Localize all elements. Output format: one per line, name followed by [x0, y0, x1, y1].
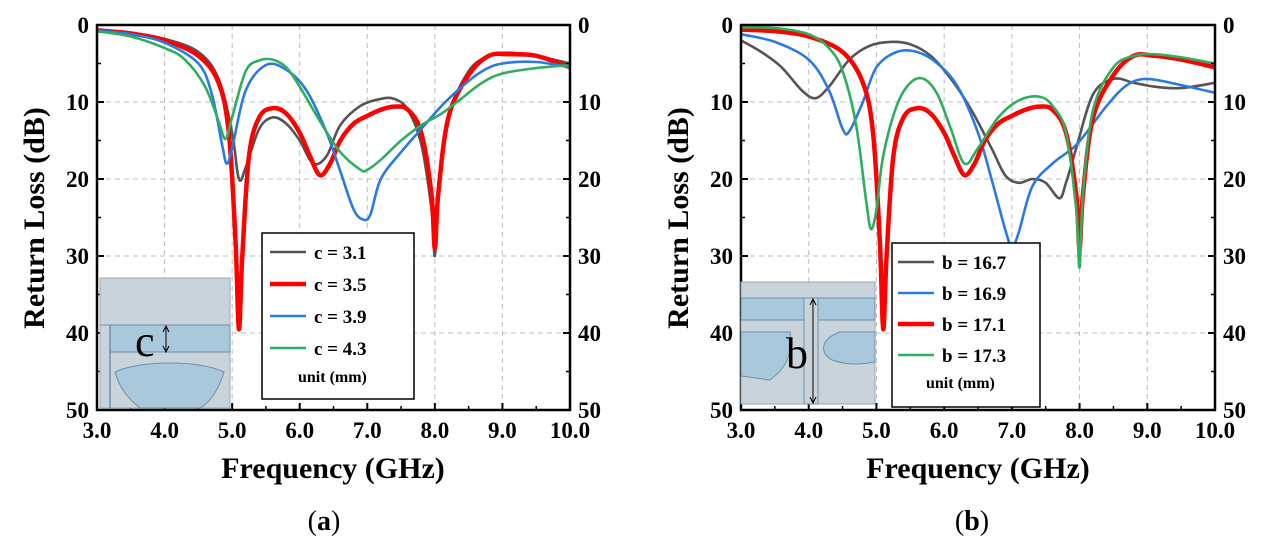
x-tick-label: 3.0	[727, 418, 756, 443]
y-tick-label-right: 10	[1223, 90, 1246, 115]
y-tick-label-right: 50	[1223, 398, 1246, 423]
y-tick-label-left: 30	[710, 244, 733, 269]
x-tick-label: 6.0	[930, 418, 959, 443]
x-tick-label: 5.0	[862, 418, 891, 443]
y-tick-label-left: 20	[66, 167, 89, 192]
chart-panel-a: 3.0 4.0 5.0 6.0 7.0 8.0 9.0 10.0 0 0 10 10 20 20 30 30 4…	[18, 13, 601, 485]
plot-frame-b	[739, 23, 1217, 412]
y-tick-label-right: 30	[1223, 244, 1246, 269]
x-tick-label: 7.0	[353, 418, 382, 443]
y-tick-label-right: 20	[578, 167, 601, 192]
legend-label: c = 3.1	[314, 243, 367, 264]
caption-a: (a)	[308, 506, 341, 537]
x-tick-label: 4.0	[150, 418, 179, 443]
y-tick-label-left: 0	[78, 13, 90, 38]
series-group-b	[741, 25, 1215, 332]
legend-label: b = 16.9	[942, 284, 1006, 305]
chart-panel-b: 3.0 4.0 5.0 6.0 7.0 8.0 9.0 10.0 0 0 10 10 20 20 30 30 4…	[662, 13, 1246, 485]
inset-label-b: b	[786, 329, 808, 378]
legend-label: c = 3.5	[314, 275, 367, 296]
x-axis-title-b: Frequency (GHz)	[866, 452, 1090, 485]
y-axis-title-b: Return Loss (dB)	[662, 107, 695, 329]
y-tick-label-right: 40	[578, 321, 601, 346]
y-tick-label-right: 40	[1223, 321, 1246, 346]
y-tick-label-right: 10	[578, 90, 601, 115]
y-tick-label-right: 50	[578, 398, 601, 423]
inset-geometry-a: c	[99, 277, 231, 409]
y-tick-label-left: 40	[710, 321, 733, 346]
legend-label: c = 3.9	[314, 307, 367, 328]
y-tick-label-left: 10	[710, 90, 733, 115]
x-tick-label: 8.0	[420, 418, 449, 443]
legend-b: b = 16.7 b = 16.9 b = 17.1 b = 17.3 unit (mm…	[891, 242, 1041, 408]
y-tick-label-left: 50	[710, 398, 733, 423]
legend-label: b = 16.7	[942, 253, 1007, 274]
y-tick-label-right: 20	[1223, 167, 1246, 192]
y-tick-label-right: 0	[578, 13, 590, 38]
series-line-c-3-5	[97, 28, 570, 332]
series-line-c-3-9	[97, 29, 570, 222]
legend-label: b = 17.1	[942, 315, 1006, 336]
legend-label: b = 17.3	[942, 346, 1006, 367]
plot-frame-a	[95, 23, 572, 412]
y-tick-label-left: 0	[722, 13, 734, 38]
inset-label-a: c	[135, 317, 155, 366]
y-tick-label-left: 20	[710, 167, 733, 192]
y-tick-label-left: 10	[66, 90, 89, 115]
legend-unit: unit (mm)	[298, 369, 367, 386]
x-tick-label: 4.0	[794, 418, 823, 443]
x-tick-label: 3.0	[83, 418, 112, 443]
series-line-b-16-9	[741, 32, 1215, 249]
legend-a: c = 3.1 c = 3.5 c = 3.9 c = 4.3 unit (mm)	[261, 232, 415, 400]
y-tick-label-right: 30	[578, 244, 601, 269]
y-tick-label-left: 30	[66, 244, 89, 269]
y-tick-label-left: 40	[66, 321, 89, 346]
inset-geometry-b: b	[740, 281, 876, 405]
caption-b: (b)	[955, 506, 989, 537]
series-line-b-17-3	[741, 25, 1215, 269]
y-axis-title-a: Return Loss (dB)	[18, 107, 51, 329]
series-line-c-4-3	[97, 29, 570, 173]
x-tick-label: 9.0	[488, 418, 517, 443]
x-tick-label: 6.0	[285, 418, 314, 443]
x-tick-label: 10.0	[550, 418, 590, 443]
x-tick-label: 8.0	[1065, 418, 1094, 443]
x-tick-label: 5.0	[218, 418, 247, 443]
x-tick-label: 9.0	[1133, 418, 1162, 443]
x-axis-title-a: Frequency (GHz)	[221, 452, 445, 485]
legend-unit: unit (mm)	[926, 375, 995, 392]
series-group-a	[97, 28, 570, 332]
ticks-a: 3.0 4.0 5.0 6.0 7.0 8.0 9.0 10.0 0 0 10 10 20 20 30 30 4…	[66, 13, 601, 443]
x-tick-label: 7.0	[997, 418, 1026, 443]
y-tick-label-right: 0	[1223, 13, 1235, 38]
x-tick-label: 10.0	[1195, 418, 1235, 443]
legend-label: c = 4.3	[314, 339, 367, 360]
y-tick-label-left: 50	[66, 398, 89, 423]
